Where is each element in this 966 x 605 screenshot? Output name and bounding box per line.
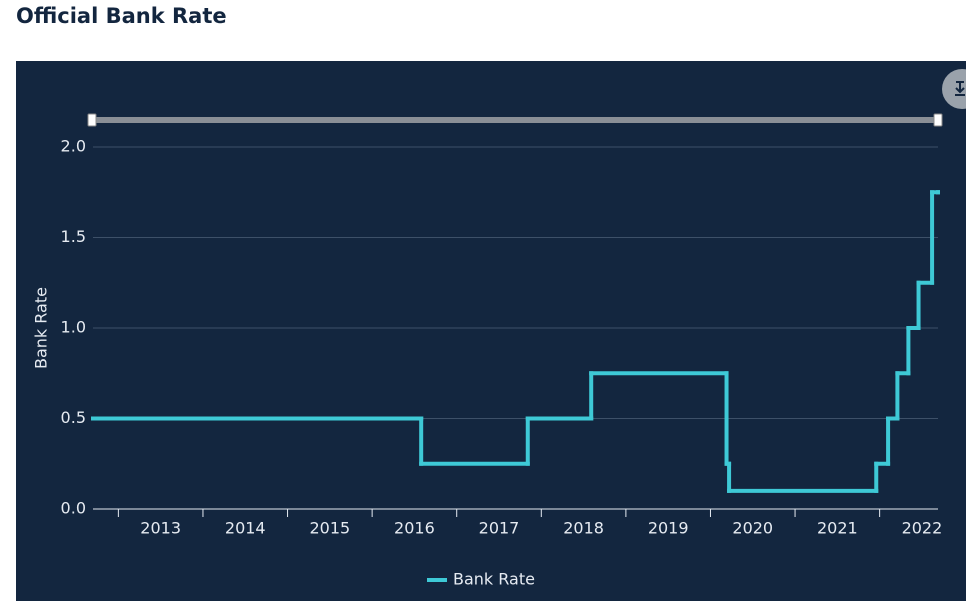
y-tick-label: 1.0 bbox=[61, 318, 86, 337]
x-tick-label: 2016 bbox=[394, 519, 435, 538]
y-tick-label: 0.0 bbox=[61, 499, 86, 518]
download-icon bbox=[955, 81, 965, 96]
x-tick-label: 2015 bbox=[309, 519, 350, 538]
y-axis-label: Bank Rate bbox=[32, 287, 51, 369]
download-button[interactable] bbox=[942, 69, 966, 109]
x-tick-label: 2021 bbox=[817, 519, 858, 538]
x-tick-label: 2019 bbox=[648, 519, 689, 538]
navigator-bar[interactable] bbox=[92, 117, 938, 123]
x-tick-label: 2020 bbox=[732, 519, 773, 538]
chart-title: Official Bank Rate bbox=[16, 4, 227, 28]
legend-label: Bank Rate bbox=[453, 570, 535, 589]
x-tick-label: 2018 bbox=[563, 519, 604, 538]
x-tick-label: 2013 bbox=[140, 519, 181, 538]
x-tick-label: 2022 bbox=[902, 519, 943, 538]
navigator-handle[interactable] bbox=[87, 113, 97, 127]
y-tick-label: 2.0 bbox=[61, 137, 86, 156]
chart-background bbox=[16, 61, 966, 601]
y-tick-label: 1.5 bbox=[61, 227, 86, 246]
x-tick-label: 2014 bbox=[225, 519, 266, 538]
x-tick-label: 2017 bbox=[479, 519, 520, 538]
y-tick-label: 0.5 bbox=[61, 408, 86, 427]
navigator-handle[interactable] bbox=[933, 113, 943, 127]
